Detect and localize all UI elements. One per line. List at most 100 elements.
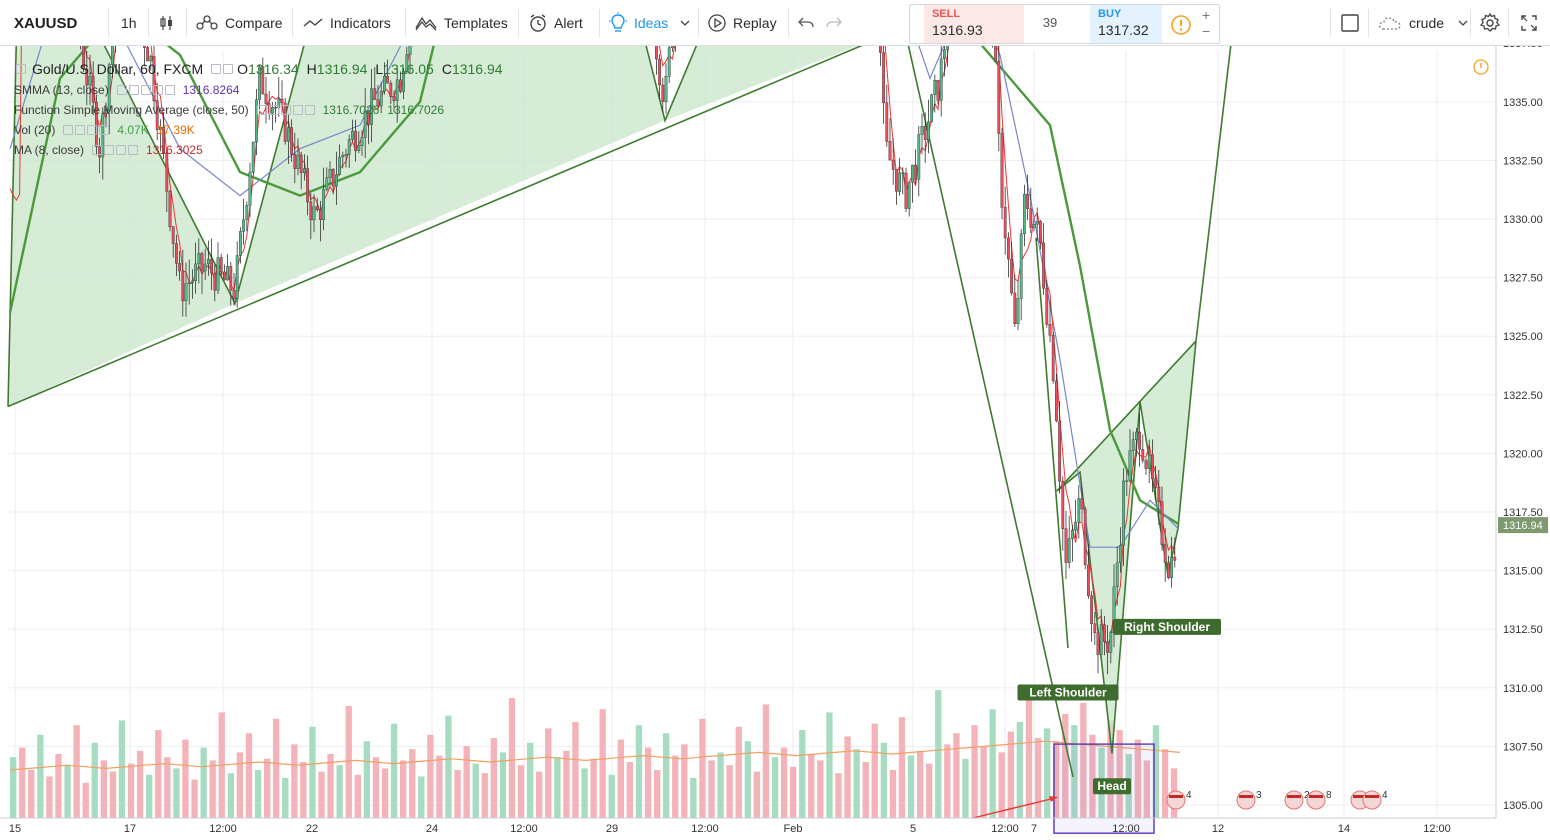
replay-button[interactable]: Replay xyxy=(707,0,777,46)
volume-bar xyxy=(699,718,706,818)
legend-fsma[interactable]: Function Simple Moving Average (close, 5… xyxy=(14,100,503,120)
redo-button[interactable] xyxy=(825,0,843,46)
volume-bar xyxy=(935,690,942,818)
volume-bar xyxy=(46,776,53,818)
sell-button[interactable]: SELL 1316.93 xyxy=(924,5,1024,43)
gear-icon[interactable] xyxy=(223,64,234,74)
eye-icon[interactable] xyxy=(92,145,103,155)
time-tick-label: 22 xyxy=(306,823,318,835)
candle-body xyxy=(258,66,261,100)
legend-ma[interactable]: MA (8, close) 1316.3025 xyxy=(14,140,503,160)
gear-icon[interactable] xyxy=(75,125,86,135)
alert-button[interactable]: Alert xyxy=(528,0,583,46)
volume-bar xyxy=(1161,749,1169,818)
expand-button[interactable] xyxy=(1519,0,1539,46)
candle-body xyxy=(104,110,108,114)
volume-bar xyxy=(880,742,887,818)
eye-icon[interactable] xyxy=(211,64,222,74)
event-markers[interactable]: 432854 xyxy=(1166,790,1388,810)
candle-body xyxy=(264,93,268,104)
eye-icon[interactable] xyxy=(256,105,267,115)
candle-body xyxy=(1058,420,1062,482)
time-tick-label: 29 xyxy=(606,823,618,835)
close-icon[interactable] xyxy=(99,125,110,135)
time-tick-label: 5 xyxy=(910,823,916,835)
volume-bar xyxy=(164,757,171,818)
buy-button[interactable]: BUY 1317.32 xyxy=(1090,5,1162,43)
candle-body xyxy=(367,110,370,125)
pattern-drawings[interactable] xyxy=(7,46,1236,778)
price-tick-label: 1322.50 xyxy=(1503,390,1543,402)
add-icon[interactable] xyxy=(152,85,163,95)
volume-bar xyxy=(155,730,162,818)
volume-bar xyxy=(871,723,878,818)
candle-body xyxy=(1048,324,1052,336)
quantity-increase-button[interactable]: + xyxy=(1202,7,1211,23)
candle-body xyxy=(283,102,287,142)
gear-icon[interactable] xyxy=(268,105,279,115)
volume-bar xyxy=(862,762,869,818)
redo-icon xyxy=(826,17,842,28)
fullscreen-toggle-button[interactable] xyxy=(1340,0,1360,46)
candle-body xyxy=(1026,193,1030,209)
settings-button[interactable] xyxy=(1479,0,1501,46)
fsma-value-1: 1316.7026 xyxy=(322,103,380,117)
volume-bar xyxy=(118,720,126,818)
volume-bar xyxy=(654,770,661,818)
gear-icon[interactable] xyxy=(104,145,115,155)
source-icon[interactable] xyxy=(140,85,151,95)
candle-body xyxy=(911,164,914,183)
add-icon[interactable] xyxy=(292,105,303,115)
candle-body xyxy=(293,154,297,169)
event-count: 3 xyxy=(1256,790,1262,801)
time-tick-label: 12:00 xyxy=(691,823,719,835)
target-line xyxy=(1195,46,1232,341)
time-axis[interactable]: 15 17 12:00 22 24 12:00 29 12:00 Feb 5 12:00 7 12:00… xyxy=(0,817,1496,835)
indicators-button[interactable]: Indicators xyxy=(302,0,391,46)
source-icon[interactable] xyxy=(280,105,291,115)
ohlc-close: 1316.94 xyxy=(451,61,503,77)
candle-body xyxy=(879,46,882,53)
templates-button[interactable]: Templates xyxy=(414,0,508,46)
candle-body xyxy=(898,172,902,192)
candle-body xyxy=(210,258,213,274)
time-tick-label: 12:00 xyxy=(1112,823,1140,835)
close-icon[interactable] xyxy=(304,105,315,115)
legend-volume[interactable]: Vol (20) 4.07K 17.39K xyxy=(14,120,503,140)
close-icon[interactable] xyxy=(164,85,175,95)
event-count: 4 xyxy=(1186,790,1192,801)
chart-style-button[interactable] xyxy=(158,0,176,46)
gear-icon[interactable] xyxy=(128,85,139,95)
close-icon[interactable] xyxy=(128,145,139,155)
volume-bar xyxy=(481,773,488,818)
candle-body xyxy=(943,49,946,59)
candle-body xyxy=(395,79,399,101)
collapse-icon[interactable] xyxy=(16,64,26,74)
compare-button[interactable]: Compare xyxy=(195,0,283,46)
templates-icon xyxy=(415,16,437,31)
eye-icon[interactable] xyxy=(116,85,127,95)
eye-icon[interactable] xyxy=(63,125,74,135)
layout-select[interactable]: crude xyxy=(1377,0,1470,46)
candle-body xyxy=(904,172,908,209)
candle-body xyxy=(664,75,668,102)
price-axis[interactable]: 1305.00 1307.50 1310.00 1312.50 1315.00 1317.… xyxy=(1473,46,1548,818)
trading-info-button[interactable] xyxy=(1170,14,1192,41)
quantity-decrease-button[interactable]: − xyxy=(1202,23,1211,39)
time-tick-label: 15 xyxy=(9,823,21,835)
candle-body xyxy=(206,258,210,265)
legend-smma[interactable]: SMMA (13, close) 1316.8264 xyxy=(14,80,503,100)
add-icon[interactable] xyxy=(116,145,127,155)
symbol-search[interactable]: XAUUSD xyxy=(14,0,77,46)
volume-bar xyxy=(37,734,44,818)
candle-body xyxy=(392,96,396,101)
undo-button[interactable] xyxy=(797,0,815,46)
ideas-button[interactable]: Ideas xyxy=(608,0,692,46)
interval-button[interactable]: 1h xyxy=(121,0,137,46)
volume-bar xyxy=(146,774,153,818)
time-tick-label: 12:00 xyxy=(209,823,237,835)
price-tick-label: 1332.50 xyxy=(1503,155,1543,167)
add-icon[interactable] xyxy=(87,125,98,135)
left-shoulder-fill xyxy=(8,46,235,407)
